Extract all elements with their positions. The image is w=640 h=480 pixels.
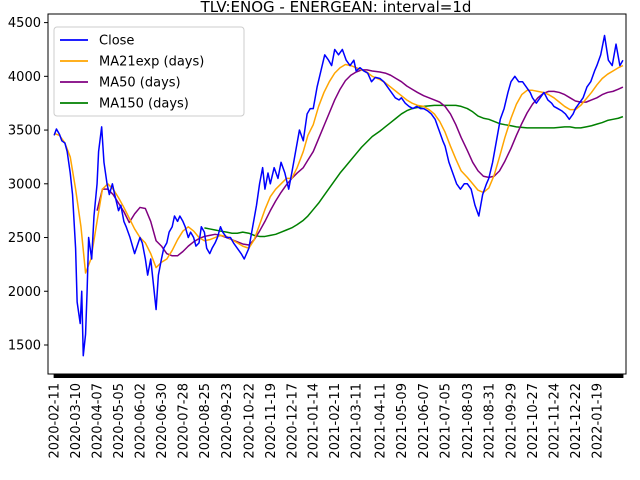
- x-tick-label: 2020-05-05: [112, 383, 127, 459]
- x-tick-label: 2020-08-25: [198, 383, 213, 459]
- x-axis: 2020-02-11 2020-03-10 2020-04-07 2020-05-05…: [48, 374, 624, 459]
- y-tick-label: 4500: [8, 16, 41, 31]
- x-tick-label: 2020-12-17: [285, 383, 300, 459]
- series-line-close: [53, 34, 624, 357]
- series-line-ma21exp-days: [53, 63, 624, 274]
- legend-label: MA150 (days): [99, 97, 189, 112]
- x-tick-label: 2020-11-19: [264, 383, 279, 459]
- x-ticks-daily: [53, 374, 624, 378]
- x-tick-label: 2021-01-14: [307, 383, 322, 459]
- x-tick-label: 2022-01-19: [590, 383, 605, 459]
- x-tick-label: 2021-10-27: [526, 383, 541, 459]
- x-tick-label: 2021-08-03: [461, 383, 476, 459]
- x-tick-label: 2020-04-07: [91, 383, 106, 459]
- y-tick-label: 3000: [8, 177, 41, 192]
- x-tick-label: 2020-07-28: [176, 383, 191, 459]
- x-tick-label: 2021-08-31: [482, 383, 497, 459]
- x-tick-label: 2020-06-30: [155, 383, 170, 459]
- chart-title: TLV:ENOG - ENERGEAN: interval=1d: [200, 0, 472, 16]
- x-tick-label: 2021-09-29: [505, 383, 520, 459]
- x-tick-label: 2021-03-11: [350, 383, 365, 459]
- y-tick-label: 1500: [8, 338, 41, 353]
- y-tick-label: 3500: [8, 124, 41, 139]
- x-tick-label: 2020-02-11: [48, 383, 63, 459]
- x-tick-label: 2021-12-22: [569, 383, 584, 459]
- y-tick-label: 2500: [8, 231, 41, 246]
- x-tick-label: 2020-09-23: [220, 383, 235, 459]
- y-axis: 1500 2000 2500 3000 3500 4000 4500: [8, 16, 48, 353]
- legend-box: [53, 26, 245, 117]
- x-tick-label: 2021-05-09: [395, 383, 410, 459]
- x-tick-label: 2021-06-07: [417, 383, 432, 459]
- x-tick-label: 2021-07-05: [439, 383, 454, 459]
- legend-label: Close: [99, 34, 134, 49]
- x-tick-label: 2020-06-02: [133, 383, 148, 459]
- y-tick-label: 2000: [8, 285, 41, 300]
- legend-label: MA21exp (days): [99, 55, 204, 70]
- series-line-ma50-days: [96, 69, 624, 257]
- x-tick-label: 2020-03-10: [69, 383, 84, 459]
- x-tick-label: 2021-02-11: [328, 383, 343, 459]
- y-tick-label: 4000: [8, 70, 41, 85]
- series-layer: [53, 34, 624, 357]
- legend-label: MA50 (days): [99, 76, 181, 91]
- legend: Close MA21exp (days) MA50 (days) MA150 (day…: [53, 26, 245, 117]
- x-tick-label: 2020-10-22: [242, 383, 257, 459]
- x-tick-label: 2021-11-24: [547, 383, 562, 459]
- x-tick-label: 2021-04-11: [373, 383, 388, 459]
